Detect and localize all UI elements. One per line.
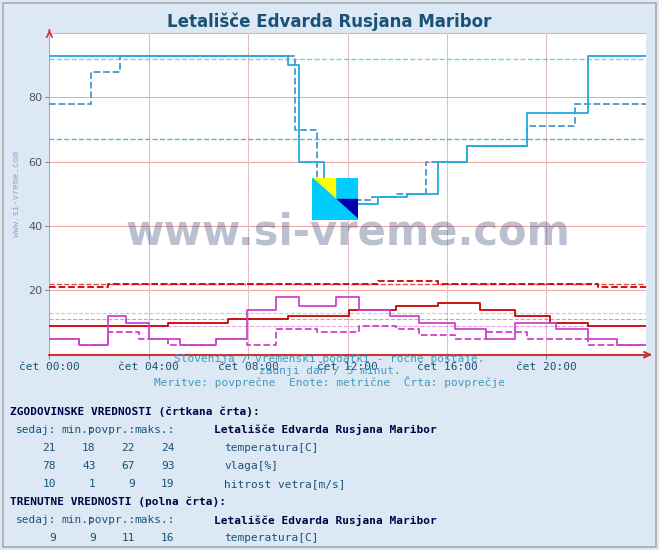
Text: zadnji dan / 5 minut.: zadnji dan / 5 minut. [258, 366, 401, 376]
Text: 24: 24 [161, 443, 175, 453]
Polygon shape [312, 178, 358, 219]
Text: povpr.:: povpr.: [88, 515, 135, 525]
Bar [335, 199, 358, 219]
Text: 18: 18 [82, 443, 96, 453]
Text: 9: 9 [49, 534, 56, 543]
Text: temperatura[C]: temperatura[C] [224, 443, 318, 453]
Text: www.si-vreme.com: www.si-vreme.com [12, 151, 21, 237]
Bar [335, 199, 358, 219]
Text: ZGODOVINSKE VREDNOSTI (črtkana črta):: ZGODOVINSKE VREDNOSTI (črtkana črta): [10, 406, 260, 417]
Text: 22: 22 [122, 443, 135, 453]
Bar [312, 178, 335, 199]
Text: sedaj:: sedaj: [16, 425, 56, 435]
Text: 93: 93 [161, 461, 175, 471]
Text: povpr.:: povpr.: [88, 425, 135, 435]
Text: Letališče Edvarda Rusjana Maribor: Letališče Edvarda Rusjana Maribor [167, 12, 492, 31]
Text: 1: 1 [89, 479, 96, 489]
Text: 9: 9 [129, 479, 135, 489]
Text: hitrost vetra[m/s]: hitrost vetra[m/s] [224, 479, 345, 489]
Text: maks.:: maks.: [134, 515, 175, 525]
Text: temperatura[C]: temperatura[C] [224, 534, 318, 543]
Text: 16: 16 [161, 534, 175, 543]
Text: Letališče Edvarda Rusjana Maribor: Letališče Edvarda Rusjana Maribor [214, 515, 437, 526]
Text: Letališče Edvarda Rusjana Maribor: Letališče Edvarda Rusjana Maribor [214, 424, 437, 435]
Text: maks.:: maks.: [134, 425, 175, 435]
Text: 10: 10 [43, 479, 56, 489]
Text: 19: 19 [161, 479, 175, 489]
Text: Slovenija / vremenski podatki - ročne postaje.: Slovenija / vremenski podatki - ročne po… [174, 354, 485, 364]
Text: 67: 67 [122, 461, 135, 471]
Text: min.:: min.: [62, 515, 96, 525]
Polygon shape [312, 178, 358, 219]
Text: sedaj:: sedaj: [16, 515, 56, 525]
Text: 11: 11 [122, 534, 135, 543]
Text: Meritve: povprečne  Enote: metrične  Črta: povprečje: Meritve: povprečne Enote: metrične Črta:… [154, 376, 505, 388]
Text: TRENUTNE VREDNOSTI (polna črta):: TRENUTNE VREDNOSTI (polna črta): [10, 497, 226, 508]
Text: 9: 9 [89, 534, 96, 543]
Text: www.si-vreme.com: www.si-vreme.com [125, 212, 570, 254]
Polygon shape [335, 178, 358, 199]
Text: 78: 78 [43, 461, 56, 471]
Text: vlaga[%]: vlaga[%] [224, 461, 278, 471]
Text: min.:: min.: [62, 425, 96, 435]
Text: 21: 21 [43, 443, 56, 453]
Text: 43: 43 [82, 461, 96, 471]
Bar [312, 178, 335, 199]
